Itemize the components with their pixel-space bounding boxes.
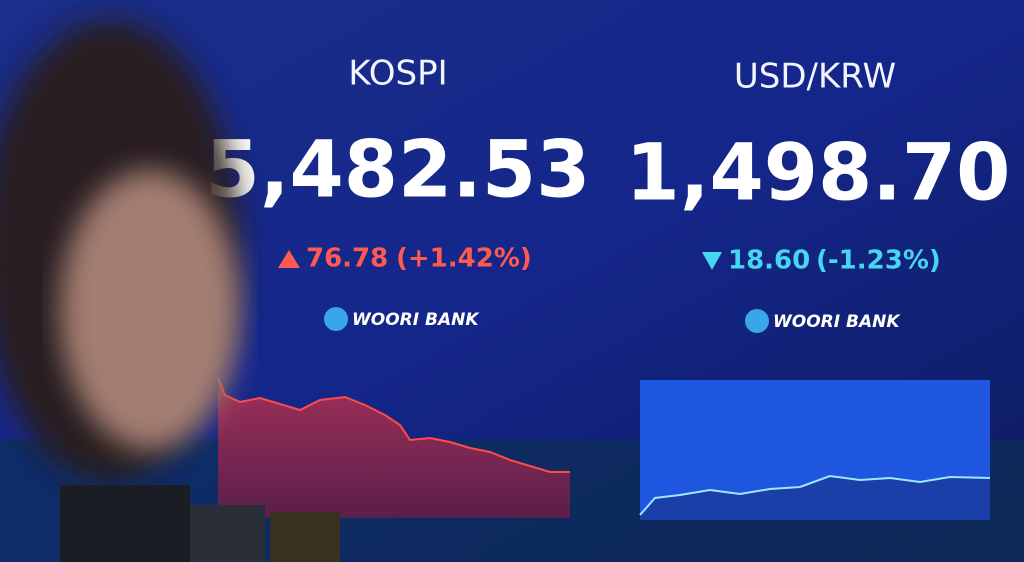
down-arrow: [702, 252, 722, 270]
change-percent: (+1.42%): [396, 244, 532, 274]
change-percent: (-1.23%): [816, 246, 941, 276]
monitor: [190, 505, 265, 562]
index-value: 5,482.53: [206, 125, 591, 215]
blurred-person-face: [60, 170, 240, 450]
up-arrow: [278, 250, 300, 268]
index-chart-area: [218, 378, 570, 518]
change-value: 18.60: [728, 246, 810, 276]
bank-logo: WOORI BANK: [773, 312, 901, 332]
change-value: 76.78: [306, 244, 388, 274]
index-chart-line: [217, 377, 570, 473]
currency-value: 1,498.70: [626, 128, 1011, 218]
bank-logo-icon: [324, 307, 348, 331]
monitor: [60, 485, 190, 562]
bank-logo: WOORI BANK: [352, 310, 480, 330]
bank-logo-icon: [745, 309, 769, 333]
currency-chart-area: [640, 476, 990, 520]
index-title: KOSPI: [348, 54, 447, 94]
currency-title: USD/KRW: [734, 57, 896, 97]
monitor: [270, 512, 340, 562]
currency-chart-line: [639, 474, 991, 516]
